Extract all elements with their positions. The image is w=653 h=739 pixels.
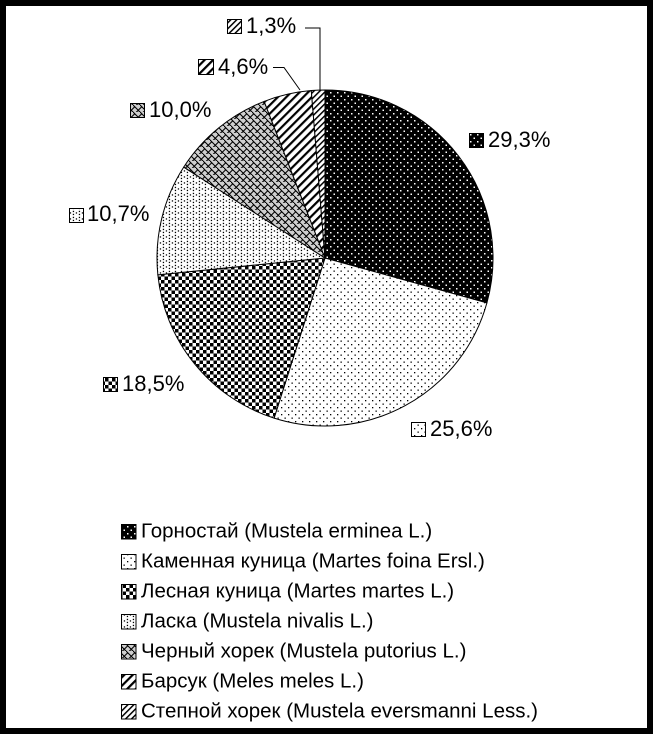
svg-text:Барсук (Meles meles L.): Барсук (Meles meles L.) — [141, 670, 364, 693]
svg-text:Ласка (Mustela nivalis L.): Ласка (Mustela nivalis L.) — [141, 610, 374, 633]
svg-text:Горностай (Mustela erminea L.): Горностай (Mustela erminea L.) — [141, 520, 432, 543]
svg-text:Лесная куница (Martes martes L: Лесная куница (Martes martes L.) — [141, 580, 454, 603]
svg-text:29,3%: 29,3% — [488, 127, 550, 152]
svg-text:18,5%: 18,5% — [122, 371, 184, 396]
svg-text:1,3%: 1,3% — [246, 13, 296, 38]
svg-text:10,0%: 10,0% — [149, 97, 211, 122]
svg-text:25,6%: 25,6% — [430, 416, 492, 441]
svg-text:Каменная куница (Martes foina: Каменная куница (Martes foina Ersl.) — [141, 550, 485, 573]
svg-text:Степной хорек (Mustela eversma: Степной хорек (Mustela eversmanni Less.) — [141, 700, 538, 723]
svg-text:4,6%: 4,6% — [218, 54, 268, 79]
svg-text:Черный хорек (Mustela putorius: Черный хорек (Mustela putorius L.) — [141, 640, 466, 663]
svg-text:10,7%: 10,7% — [87, 201, 149, 226]
